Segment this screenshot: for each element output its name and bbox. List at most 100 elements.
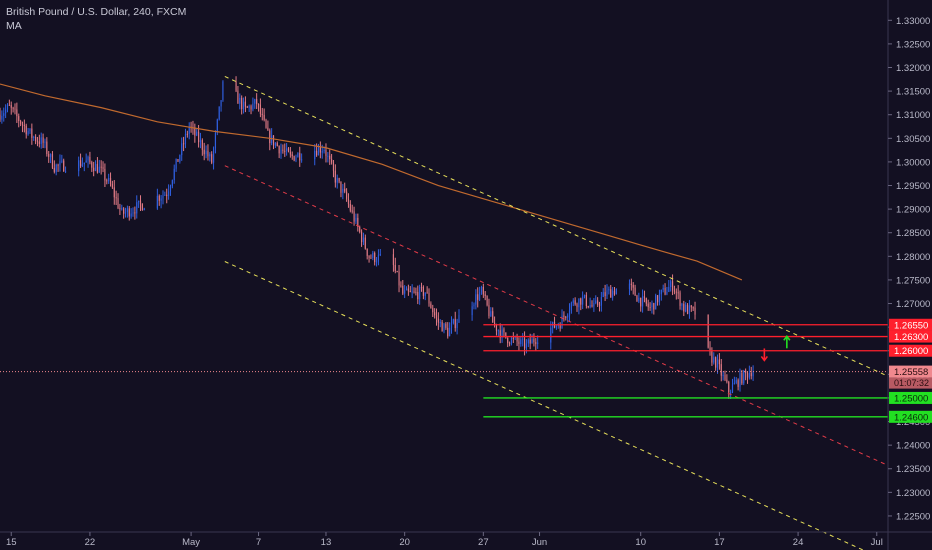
candle-body [55, 164, 57, 172]
candle-body [508, 343, 511, 345]
candle-body [668, 287, 670, 292]
candle-body [578, 298, 580, 308]
candle-body [432, 308, 434, 313]
price-tick-label: 1.33000 [896, 16, 930, 27]
candle-body [242, 101, 245, 110]
candle-body [50, 154, 52, 157]
candle-body [662, 287, 664, 290]
candle-body [353, 211, 355, 222]
signal-arrows [760, 334, 791, 362]
support-price-tag-bg [889, 410, 932, 423]
candle-body [291, 154, 293, 157]
candle-body [237, 90, 239, 104]
candle-body [368, 255, 370, 258]
candle-body [59, 161, 61, 165]
candle-body [454, 319, 456, 329]
candle-body [656, 295, 659, 303]
candle-body [344, 188, 346, 192]
time-tick-label: 27 [478, 537, 489, 548]
candle-body [716, 359, 719, 368]
countdown-label: 01:07:32 [894, 378, 929, 388]
candle-body [735, 380, 737, 383]
candle-body [46, 141, 48, 154]
candle-body [435, 315, 438, 319]
candle-body [535, 342, 537, 344]
candle-body [360, 231, 363, 243]
candle-body [211, 154, 213, 163]
candle-body [188, 126, 190, 134]
candle-body [23, 125, 25, 127]
price-tick-label: 1.29000 [896, 205, 930, 216]
candle-body [100, 166, 102, 168]
candle-body [576, 304, 578, 308]
candle-body [139, 200, 142, 205]
candle-body [533, 338, 535, 343]
candle-body [121, 208, 123, 210]
candle-body [447, 327, 449, 337]
candle-body [106, 180, 108, 182]
candle-body [102, 167, 104, 169]
candle-body [132, 212, 134, 214]
candle-body [57, 164, 59, 166]
candle-body [297, 153, 299, 158]
candle-body [94, 164, 97, 171]
candle-body [6, 104, 9, 110]
candle-body [346, 191, 348, 199]
candle-body [349, 203, 351, 211]
candle-body [282, 149, 284, 151]
candle-body [331, 159, 333, 163]
candle-body [565, 316, 567, 318]
arrow-down-icon [760, 348, 768, 362]
candle-body [613, 290, 616, 295]
candle-body [653, 303, 655, 310]
candle-body [733, 382, 735, 385]
candle-body [364, 237, 366, 249]
candle-body [415, 291, 417, 293]
candle-body [407, 288, 409, 292]
arrow-head [783, 334, 791, 341]
candle-body [246, 106, 248, 108]
candle-body [359, 226, 361, 232]
regression-channel [0, 76, 889, 550]
candle-body [516, 336, 518, 342]
candle-body [392, 254, 394, 266]
candle-body [40, 137, 42, 144]
candle-body [113, 187, 115, 198]
time-axis[interactable]: 15 22 May 7 13 20 27 Jun 10 17 24 Jul [0, 531, 932, 548]
candle-body [96, 164, 98, 173]
candle-body [640, 297, 642, 307]
candle-body [1, 115, 3, 120]
candle-body [595, 300, 597, 304]
candle-body [443, 323, 445, 332]
price-tick-label: 1.30000 [896, 157, 930, 168]
support-price-tag: 1.24600 [894, 412, 928, 423]
candle-body [398, 271, 400, 286]
price-tick-label: 1.31000 [896, 110, 930, 121]
candle-body [20, 120, 22, 124]
candle-body [340, 181, 342, 193]
candle-body [38, 141, 40, 144]
candle-body [104, 168, 106, 181]
candle-body [265, 119, 267, 128]
candle-body [248, 106, 250, 108]
time-tick-label: 10 [635, 537, 646, 548]
current-price-tag-bg [889, 365, 932, 378]
resistance-price-tag: 1.26550 [894, 320, 928, 331]
candle-body [111, 184, 113, 188]
candle-body [212, 148, 215, 163]
candle-body [10, 105, 12, 108]
candle-body [194, 127, 196, 136]
candle-body [51, 154, 54, 168]
price-tick-label: 1.32000 [896, 63, 930, 74]
candle-body [31, 128, 33, 138]
candle-body [117, 198, 119, 209]
candle-body [141, 204, 143, 211]
candle-body [651, 303, 653, 308]
candle-body [497, 330, 499, 332]
arrow-head [760, 355, 768, 362]
candle-body [692, 307, 694, 309]
time-tick-label: 20 [399, 537, 410, 548]
price-tick-label: 1.22500 [896, 511, 930, 522]
candle-body [81, 164, 84, 167]
